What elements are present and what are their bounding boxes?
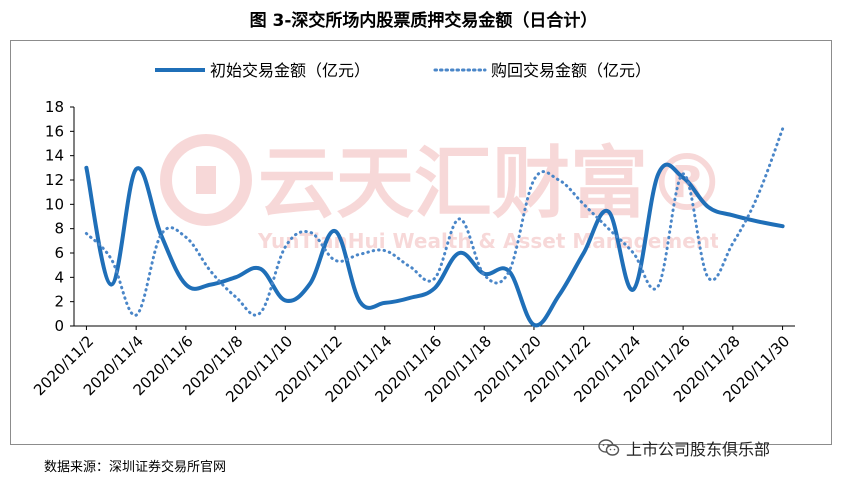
y-tick-label: 12 [45,171,64,189]
point-repurchase-28 [781,128,783,130]
y-tick-label: 8 [54,220,64,238]
y-tick-label: 10 [45,195,64,213]
legend-label-dotted: 购回交易金额（亿元） [491,61,651,80]
y-tick-label: 14 [45,147,64,165]
brand-name: 上市公司股东俱乐部 [626,440,771,459]
brand-tag: 上市公司股东俱乐部 [598,436,770,460]
legend-label-solid: 初始交易金额（亿元） [210,61,370,80]
wechat-icon [598,439,620,456]
y-tick-label: 6 [54,244,64,262]
y-tick-label: 2 [54,293,64,311]
y-tick-label: 16 [45,122,64,140]
data-source-note: 数据来源：深圳证券交易所官网 [44,460,227,475]
chart-axes: 0246810121416182020/11/22020/11/42020/11… [30,98,795,406]
chart-series [84,127,785,328]
chart-legend: 初始交易金额（亿元） 购回交易金额（亿元） [155,61,651,80]
y-tick-label: 4 [54,268,64,286]
chart-title: 图 3-深交所场内股票质押交易金额（日合计） [249,11,598,31]
series-line-initial [84,162,785,328]
y-tick-label: 18 [45,98,64,116]
y-tick-label: 0 [54,317,64,335]
chart-frame [10,40,832,445]
